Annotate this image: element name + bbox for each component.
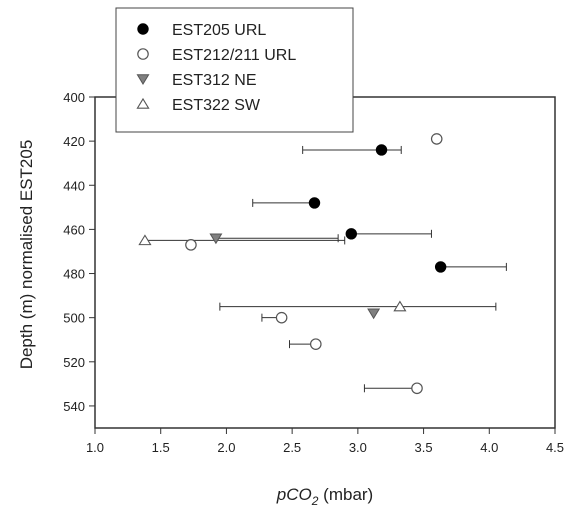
error-bar xyxy=(215,234,339,243)
x-tick-label: 4.0 xyxy=(480,440,498,455)
y-tick-label: 440 xyxy=(63,178,85,193)
error-bar xyxy=(348,229,432,238)
data-point xyxy=(275,311,288,324)
legend-label: EST312 NE xyxy=(172,72,256,89)
x-axis-label-unit: (mbar) xyxy=(318,485,373,504)
data-point xyxy=(430,133,443,145)
legend: EST205 URL EST212/211 URL EST312 NE EST322 … xyxy=(115,7,354,133)
x-tick-label: 1.5 xyxy=(152,440,170,455)
legend-marker xyxy=(136,97,150,109)
y-tick-label: 500 xyxy=(63,311,85,326)
error-bar xyxy=(252,198,315,207)
legend-marker xyxy=(136,74,150,86)
x-tick-label: 2.0 xyxy=(217,440,235,455)
data-point xyxy=(393,300,407,312)
error-bar xyxy=(363,384,418,393)
x-tick-label: 4.5 xyxy=(546,440,564,455)
data-point xyxy=(209,233,223,245)
legend-label: EST322 SW xyxy=(172,97,261,114)
data-point xyxy=(185,239,197,251)
y-tick-label: 520 xyxy=(63,355,85,370)
legend-marker xyxy=(137,48,149,60)
legend-marker xyxy=(137,23,149,35)
y-tick-label: 420 xyxy=(63,134,85,149)
data-point xyxy=(345,228,357,240)
legend-box xyxy=(115,7,354,133)
data-point xyxy=(411,382,423,395)
data-point xyxy=(309,338,322,350)
plot-frame xyxy=(94,96,556,429)
data-point xyxy=(375,144,388,156)
error-bar xyxy=(440,262,507,271)
legend-label: EST212/211 URL xyxy=(172,47,296,64)
error-bar xyxy=(144,236,346,245)
y-tick-label: 400 xyxy=(63,90,85,105)
x-tick-label: 3.5 xyxy=(415,440,433,455)
x-tick-label: 3.0 xyxy=(349,440,367,455)
legend-label: EST205 URL xyxy=(172,22,266,39)
data-point xyxy=(434,261,447,273)
data-point xyxy=(138,234,152,246)
y-tick-label: 480 xyxy=(63,267,85,282)
y-tick-label: 540 xyxy=(63,399,85,414)
x-tick-label: 1.0 xyxy=(86,440,104,455)
data-point xyxy=(308,197,321,209)
y-axis-label: Depth (m) normalised EST205 xyxy=(17,140,36,370)
x-axis-label-main: pCO xyxy=(276,485,312,504)
error-bar xyxy=(219,302,497,311)
data-point xyxy=(367,308,381,320)
x-tick-label: 2.5 xyxy=(283,440,301,455)
y-tick-label: 460 xyxy=(63,222,85,237)
x-axis-label: pCO2 (mbar) xyxy=(276,485,373,508)
x-axis-label-subscript: 2 xyxy=(311,494,319,508)
